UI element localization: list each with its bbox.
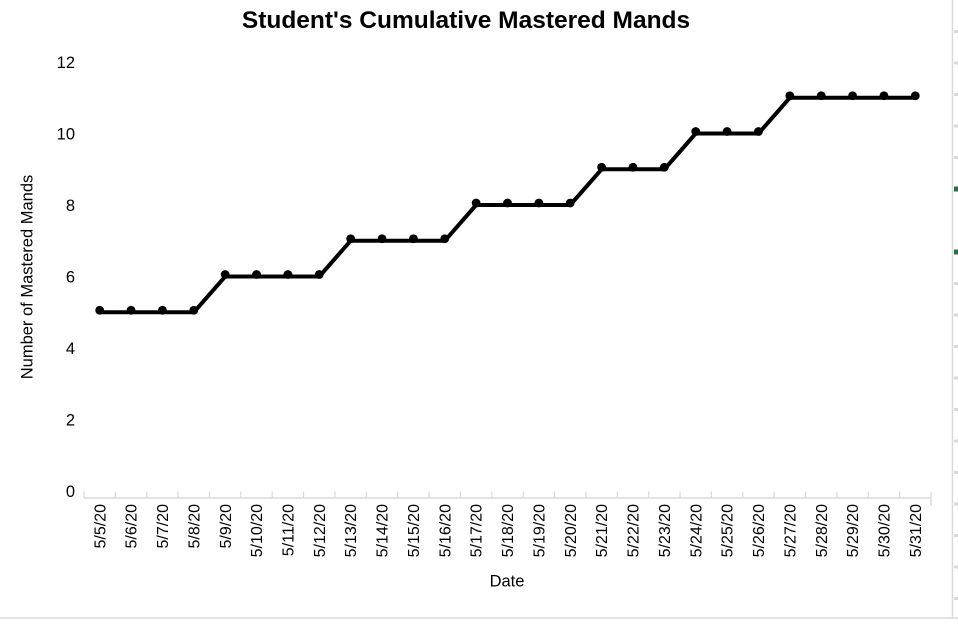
x-tick-label: 5/15/20 (406, 504, 423, 557)
data-point-marker (126, 305, 136, 315)
x-tick-label: 5/30/20 (877, 504, 894, 557)
data-point-marker (754, 127, 763, 136)
data-point-marker (283, 270, 293, 279)
grid-cell-accent-mark (954, 249, 958, 255)
y-tick-label: 2 (66, 411, 75, 429)
data-point-marker (659, 162, 669, 172)
grid-row-tick (954, 124, 958, 128)
data-point-marker (565, 198, 575, 208)
grid-row-tick (954, 502, 958, 506)
x-tick-label: 5/14/20 (375, 504, 392, 557)
x-tick-label: 5/8/20 (186, 504, 203, 549)
data-point-marker (848, 91, 857, 101)
y-tick-label: 4 (66, 340, 75, 358)
data-point-marker (910, 91, 920, 101)
x-axis-title: Date (489, 572, 525, 591)
grid-row-tick (954, 282, 958, 285)
data-point-marker (377, 234, 387, 244)
data-point-marker (314, 270, 324, 279)
y-tick-label: 10 (57, 125, 75, 143)
x-tick-label: 5/22/20 (626, 504, 643, 557)
x-tick-label: 5/19/20 (531, 504, 548, 557)
data-point-marker (252, 270, 261, 279)
grid-row-tick (954, 471, 958, 474)
data-point-marker (408, 234, 418, 244)
x-tick-label: 5/17/20 (469, 504, 486, 557)
grid-row-tick (954, 597, 958, 600)
y-tick-label: 12 (57, 54, 75, 72)
x-tick-label: 5/5/20 (92, 504, 109, 549)
grid-cell-accent-mark (954, 186, 958, 192)
x-tick-label: 5/24/20 (688, 504, 705, 557)
x-tick-label: 5/29/20 (845, 504, 862, 557)
grid-row-tick (954, 345, 958, 348)
x-tick-label: 5/6/20 (124, 504, 141, 549)
grid-row-tick (954, 565, 958, 569)
x-tick-label: 5/11/20 (281, 504, 298, 556)
data-point-marker (158, 305, 167, 315)
data-point-marker (95, 305, 105, 315)
data-point-marker (189, 305, 199, 315)
grid-row-tick (954, 313, 958, 317)
x-tick-label: 5/31/20 (908, 504, 925, 557)
x-tick-label: 5/7/20 (155, 504, 172, 549)
x-tick-label: 5/18/20 (500, 504, 517, 557)
data-point-marker (722, 127, 732, 136)
x-tick-label: 5/23/20 (657, 504, 674, 557)
y-tick-label: 6 (66, 268, 75, 286)
grid-row-tick (954, 30, 958, 33)
x-tick-label: 5/21/20 (594, 504, 611, 557)
data-point-marker (440, 234, 450, 244)
grid-row-tick (954, 156, 958, 159)
data-point-marker (691, 127, 701, 136)
chart-title: Student's Cumulative Mastered Mands (241, 7, 691, 34)
x-tick-label: 5/9/20 (218, 504, 235, 549)
x-tick-label: 5/13/20 (343, 504, 360, 557)
x-tick-label: 5/10/20 (249, 504, 266, 557)
y-tick-label: 8 (66, 197, 75, 215)
data-point-marker (785, 91, 795, 101)
data-point-marker (597, 162, 607, 172)
x-tick-label: 5/28/20 (814, 504, 831, 557)
data-point-marker (534, 198, 544, 208)
grid-row-tick (954, 439, 958, 443)
data-point-marker (503, 198, 512, 208)
x-tick-label: 5/25/20 (720, 504, 737, 557)
grid-row-tick (954, 534, 958, 537)
data-point-marker (816, 91, 826, 101)
x-tick-label: 5/26/20 (751, 504, 768, 557)
y-tick-label: 0 (66, 483, 75, 501)
x-tick-label: 5/12/20 (312, 504, 329, 557)
data-point-marker (628, 162, 638, 172)
grid-row-tick (954, 61, 958, 65)
x-tick-label: 5/27/20 (782, 504, 799, 557)
data-point-marker (471, 198, 481, 208)
data-point-marker (346, 234, 356, 244)
x-tick-label: 5/20/20 (563, 504, 580, 557)
grid-row-tick (954, 376, 958, 380)
x-tick-label: 5/16/20 (437, 504, 454, 557)
grid-row-tick (954, 408, 958, 411)
grid-row-tick (954, 93, 958, 96)
data-point-marker (879, 91, 889, 101)
data-point-marker (220, 270, 230, 279)
